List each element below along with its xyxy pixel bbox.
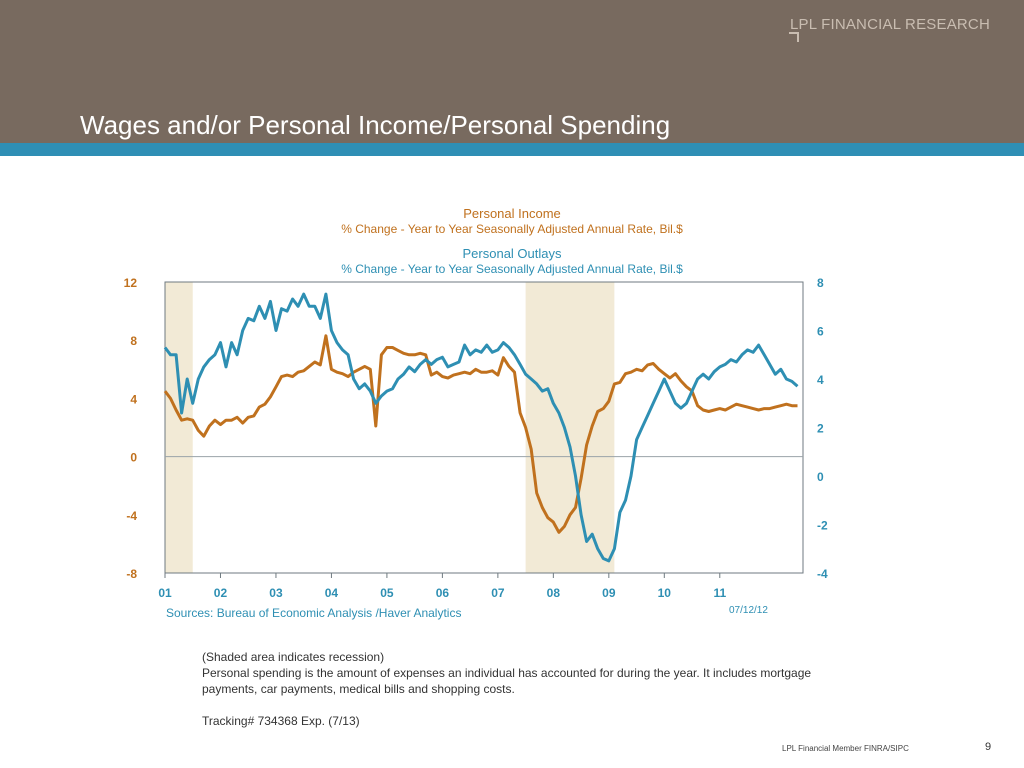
left-tick-label-1: 8 [130, 334, 137, 348]
x-tick-label-1: 02 [214, 586, 228, 600]
right-tick-label-5: -2 [817, 519, 828, 533]
recession-band-1 [525, 282, 615, 573]
left-tick-label-4: -4 [126, 509, 137, 523]
x-tick-label-5: 06 [436, 586, 450, 600]
right-tick-label-4: 0 [817, 470, 824, 484]
recession-note: (Shaded area indicates recession) [202, 650, 385, 664]
header-bar [0, 0, 1024, 143]
right-tick-label-3: 2 [817, 422, 824, 436]
chart-subtitle-outlays: % Change - Year to Year Seasonally Adjus… [341, 262, 683, 276]
x-tick-label-3: 04 [325, 586, 339, 600]
brand-mark-icon [789, 32, 799, 42]
x-tick-label-0: 01 [158, 586, 172, 600]
x-tick-label-4: 05 [380, 586, 394, 600]
right-tick-label-2: 4 [817, 373, 824, 387]
series-line-outlays [163, 292, 799, 563]
right-tick-label-0: 8 [817, 276, 824, 290]
x-tick-label-10: 11 [713, 586, 726, 600]
left-tick-label-3: 0 [130, 451, 137, 465]
right-tick-label-1: 6 [817, 325, 824, 339]
left-tick-label-0: 12 [124, 276, 138, 290]
x-tick-label-7: 08 [547, 586, 561, 600]
series-line-income [163, 334, 798, 534]
line-chart: 12 8 4 0 -4 -8 8 6 4 2 0 -2 -4 01 02 03 04 05 06 07 08 09 10 11 [124, 276, 828, 600]
recession-band-0 [165, 282, 193, 573]
tracking-note: Tracking# 734368 Exp. (7/13) [202, 714, 360, 728]
chart-title-income: Personal Income [463, 206, 561, 221]
x-tick-label-9: 10 [658, 586, 672, 600]
chart-title-outlays: Personal Outlays [462, 246, 562, 261]
slide-notes: (Shaded area indicates recession) Person… [202, 649, 822, 729]
left-tick-label-5: -8 [126, 567, 137, 581]
chart-date: 07/12/12 [729, 605, 768, 616]
slide-title: Wages and/or Personal Income/Personal Sp… [80, 110, 671, 140]
left-tick-label-2: 4 [130, 392, 137, 406]
x-tick-label-6: 07 [491, 586, 505, 600]
definition-note: Personal spending is the amount of expen… [202, 666, 812, 696]
brand-name: LPL FINANCIAL RESEARCH [789, 16, 990, 33]
x-tick-label-8: 09 [602, 586, 616, 600]
header-stripe [0, 143, 1024, 156]
chart-sources: Sources: Bureau of Economic Analysis /Ha… [166, 606, 462, 620]
plot-frame [164, 281, 804, 574]
page-number: 9 [985, 741, 992, 753]
right-tick-label-6: -4 [817, 567, 828, 581]
x-tick-label-2: 03 [269, 586, 283, 600]
chart-subtitle-income: % Change - Year to Year Seasonally Adjus… [341, 222, 683, 236]
footer-member: LPL Financial Member FINRA/SIPC [782, 744, 909, 753]
